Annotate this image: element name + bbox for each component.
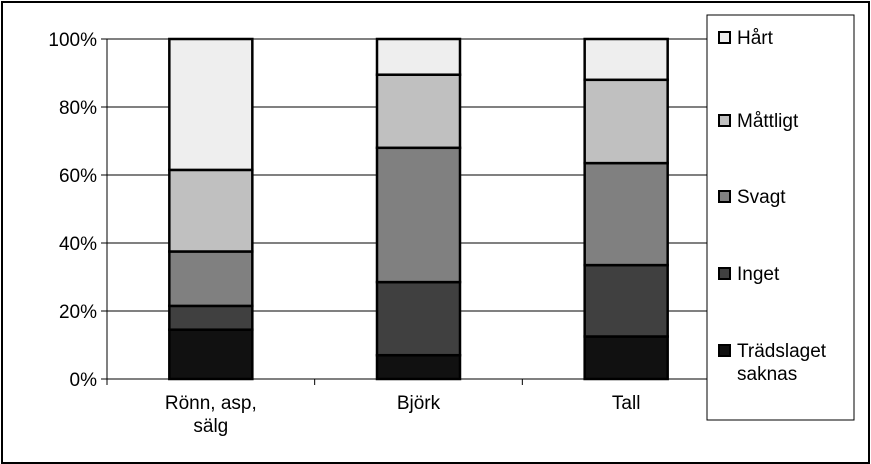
bar-segment <box>375 146 462 284</box>
bar-segment <box>375 73 462 150</box>
bar-segment <box>583 263 669 338</box>
x-category-label: Björk <box>397 393 441 414</box>
bar-segment <box>168 328 254 381</box>
y-tick-label: 100% <box>48 30 97 51</box>
axis-labels: 0% 20% 40% 60% 80% 100% Rönn, asp,sälg Björk Tal… <box>48 30 640 437</box>
bar-segment <box>583 335 669 381</box>
x-category-label: Rönn, asp, <box>165 393 257 414</box>
legend-swatch <box>718 267 731 280</box>
bar-segment <box>583 37 669 82</box>
y-tick-label: 0% <box>70 370 98 391</box>
bar-segment <box>168 250 254 308</box>
legend-label: Svagt <box>737 187 786 208</box>
legend-box <box>706 14 855 421</box>
bar-segment <box>375 37 462 76</box>
legend-label: Trädslaget <box>737 341 827 362</box>
legend-swatch <box>718 190 731 203</box>
legend-label: Måttligt <box>737 111 799 132</box>
legend-label: Hårt <box>737 28 774 49</box>
bars <box>168 37 669 381</box>
legend-swatch <box>718 344 731 357</box>
bar-segment <box>168 304 254 331</box>
bar-segment <box>583 161 669 267</box>
legend-label: saknas <box>737 364 797 385</box>
y-tick-label: 80% <box>59 98 97 119</box>
bar-segment <box>583 78 669 165</box>
bar-segment <box>375 280 462 357</box>
x-category-label: sälg <box>193 416 228 437</box>
x-category-label: Tall <box>612 393 641 414</box>
bar-segment <box>168 37 254 172</box>
y-tick-label: 20% <box>59 302 97 323</box>
legend-swatch <box>718 114 731 127</box>
y-tick-label: 40% <box>59 234 97 255</box>
bar-segment <box>168 168 254 253</box>
bar-segment <box>375 353 462 381</box>
y-tick-label: 60% <box>59 166 97 187</box>
legend-swatch <box>718 31 731 44</box>
legend-label: Inget <box>737 264 780 285</box>
